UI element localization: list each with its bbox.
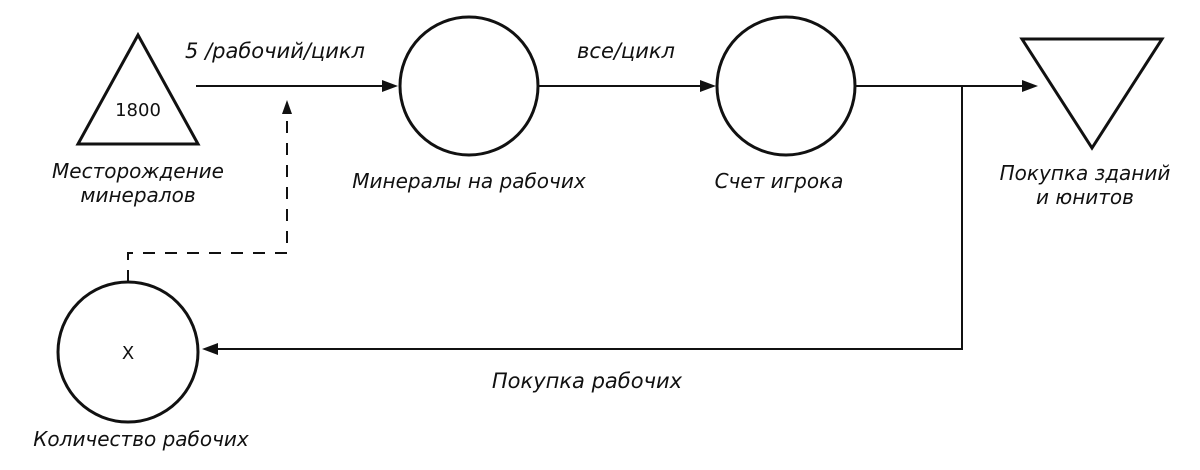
edge-buy-workers-label: Покупка рабочих [492,369,683,393]
edge-worker-count-modifier [127,100,292,282]
worker-count-value: X [122,343,134,364]
edge-buy-workers-arrowhead [202,343,218,355]
worker-minerals-circle [398,15,540,157]
edge-deposit-to-workers-arrowhead [382,80,398,92]
mineral-deposit-triangle [75,31,201,146]
mineral-deposit-node: 1800 Месторождение минералов [52,31,224,207]
edge-score-to-purchases [855,80,1038,92]
edge-buy-workers: Покупка рабочих [202,86,963,393]
purchases-node: Покупка зданий и юнитов [1000,37,1171,209]
edge-worker-count-modifier-arrowhead [282,100,292,114]
purchases-label-line2: и юнитов [1036,185,1134,209]
player-score-circle [715,15,857,157]
mineral-deposit-value: 1800 [115,100,161,121]
edge-workers-to-score-label: все/цикл [577,39,675,63]
mineral-deposit-label-line1: Месторождение [52,159,224,183]
edge-deposit-to-workers: 5 /рабочий/цикл [185,39,398,92]
worker-minerals-label: Минералы на рабочих [352,169,586,193]
worker-count-node: X Количество рабочих [33,280,249,451]
edge-buy-workers-line [216,86,963,350]
edge-deposit-to-workers-label: 5 /рабочий/цикл [185,39,365,63]
purchases-triangle [1019,37,1165,151]
edge-workers-to-score: все/цикл [538,39,716,92]
player-score-node: Счет игрока [715,15,857,193]
edge-workers-to-score-arrowhead [700,80,716,92]
player-score-label: Счет игрока [715,169,844,193]
worker-count-label: Количество рабочих [33,427,249,451]
purchases-label-line1: Покупка зданий [1000,161,1171,185]
worker-minerals-node: Минералы на рабочих [352,15,586,193]
mineral-deposit-label-line2: минералов [80,183,195,207]
edge-score-to-purchases-arrowhead [1022,80,1038,92]
